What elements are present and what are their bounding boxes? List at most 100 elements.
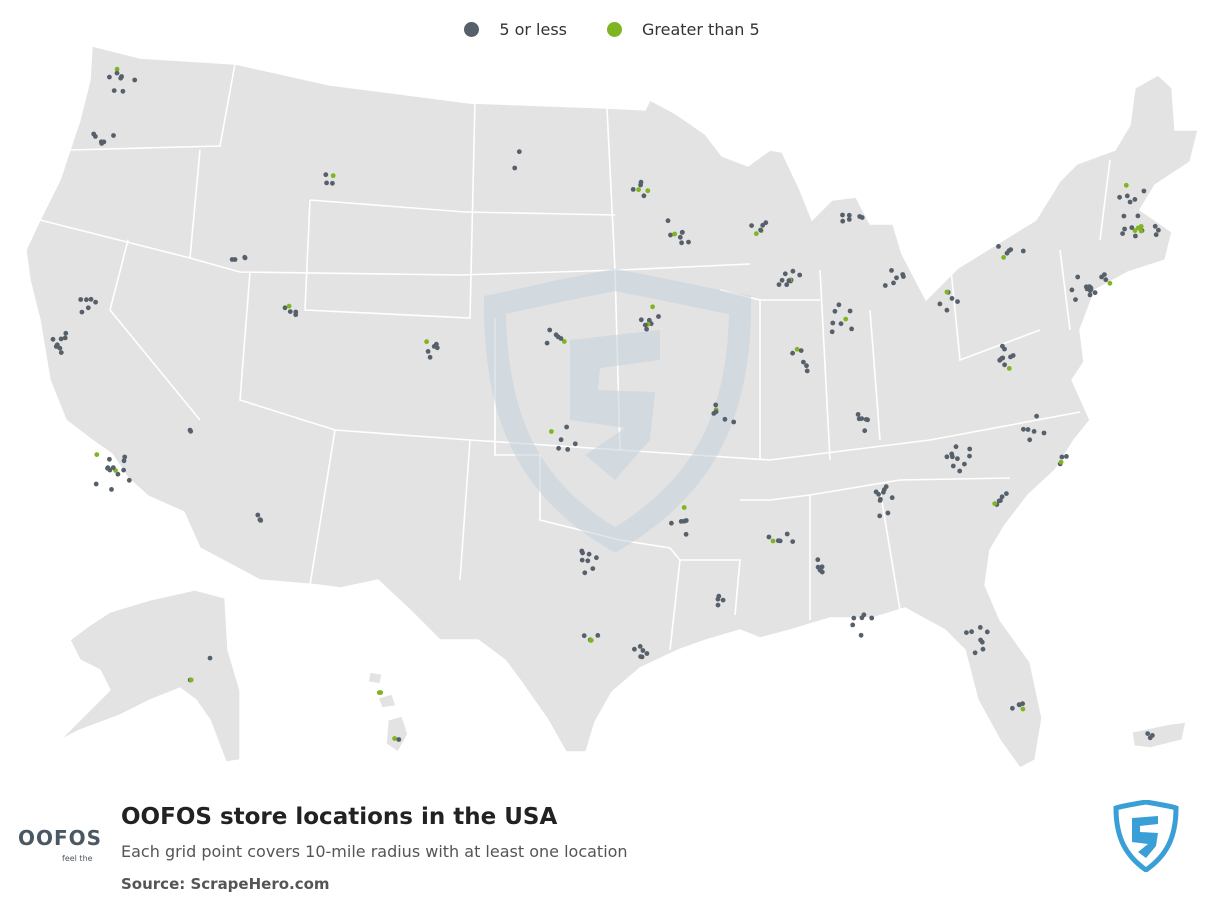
location-dot	[672, 231, 678, 237]
location-dot	[122, 454, 128, 460]
location-dot	[585, 558, 591, 564]
location-dot	[282, 305, 288, 311]
location-dot	[1006, 366, 1012, 371]
map-legend: 5 or less Greater than 5	[0, 20, 1224, 39]
location-dot	[1138, 228, 1144, 234]
location-dot	[111, 133, 116, 138]
location-dot	[644, 326, 649, 332]
location-dot	[98, 139, 104, 145]
location-dot	[78, 297, 84, 302]
location-dot	[58, 336, 64, 342]
location-dot	[1102, 272, 1107, 277]
location-dot	[258, 517, 263, 523]
location-dot	[54, 342, 60, 348]
location-dot	[996, 244, 1001, 249]
location-dot	[1122, 226, 1127, 232]
location-dot	[1123, 182, 1129, 188]
location-dot	[881, 487, 887, 492]
location-dot	[556, 445, 561, 451]
location-dot	[882, 283, 888, 288]
location-dot	[85, 305, 91, 311]
location-dot	[207, 655, 213, 661]
location-dot	[516, 149, 522, 155]
location-dot	[330, 173, 336, 179]
location-dot	[1135, 213, 1141, 219]
location-dot	[512, 165, 518, 171]
location-dot	[829, 329, 835, 335]
location-dot	[1069, 287, 1075, 293]
location-dot	[1087, 292, 1093, 298]
location-dot	[63, 330, 69, 336]
location-dot	[950, 463, 956, 469]
location-dot	[964, 630, 969, 635]
location-dot	[590, 566, 596, 571]
location-dot	[869, 615, 875, 621]
location-dot	[686, 239, 691, 245]
location-dot	[758, 227, 763, 233]
location-dot	[782, 271, 788, 277]
location-dot	[957, 468, 963, 474]
location-dot	[582, 570, 588, 576]
location-dot	[544, 340, 550, 346]
location-dot	[749, 223, 754, 229]
location-dot	[1127, 199, 1133, 205]
location-dot	[579, 557, 585, 563]
state-borders	[39, 63, 1111, 651]
location-dot	[115, 471, 121, 477]
location-dot	[114, 66, 120, 72]
location-dot	[711, 411, 717, 416]
location-dot	[962, 461, 967, 467]
location-dot	[668, 232, 673, 238]
location-dot	[944, 454, 950, 460]
location-dot	[900, 272, 906, 277]
location-dot	[847, 308, 853, 314]
map-subtitle: Each grid point covers 10-mile radius wi…	[121, 842, 628, 861]
location-dot	[1021, 426, 1026, 432]
alaska-shape	[59, 589, 241, 763]
map-title: OOFOS store locations in the USA	[121, 804, 558, 830]
location-dot	[120, 88, 126, 94]
location-dot	[798, 348, 804, 353]
location-dot	[891, 280, 896, 286]
location-dot	[594, 555, 599, 561]
location-dot	[1107, 280, 1113, 286]
location-dot	[876, 491, 881, 497]
location-dot	[967, 453, 972, 459]
location-dot	[645, 188, 651, 194]
location-dot	[79, 309, 85, 315]
location-dot	[840, 212, 845, 218]
location-dot	[88, 296, 94, 302]
location-dot	[949, 296, 955, 301]
location-dot	[1092, 290, 1098, 296]
location-dot	[779, 277, 785, 283]
location-dot	[877, 498, 883, 503]
location-dot	[978, 637, 983, 643]
location-dot	[716, 593, 722, 599]
location-dot	[857, 214, 863, 219]
location-dot	[851, 615, 857, 621]
location-dot	[93, 134, 98, 139]
location-dot	[1073, 297, 1078, 302]
location-dot	[1145, 731, 1151, 736]
location-dot	[558, 437, 564, 443]
location-dot	[1004, 250, 1010, 256]
location-dot	[794, 346, 800, 352]
location-dot	[815, 557, 821, 563]
location-dot	[715, 602, 721, 608]
legend-swatch-high	[607, 22, 622, 37]
location-dot	[323, 172, 329, 178]
location-dot	[630, 187, 636, 192]
location-dot	[855, 412, 861, 417]
location-dot	[944, 307, 950, 313]
location-dot	[1010, 705, 1015, 711]
location-dot	[955, 299, 960, 304]
location-dot	[287, 309, 293, 314]
location-dot	[877, 513, 883, 519]
location-dot	[642, 322, 648, 328]
location-dot	[392, 736, 397, 741]
location-dot	[1017, 702, 1022, 708]
location-dot	[856, 416, 862, 422]
location-dot	[840, 218, 846, 224]
location-dot	[731, 419, 737, 425]
location-dot	[121, 467, 126, 473]
